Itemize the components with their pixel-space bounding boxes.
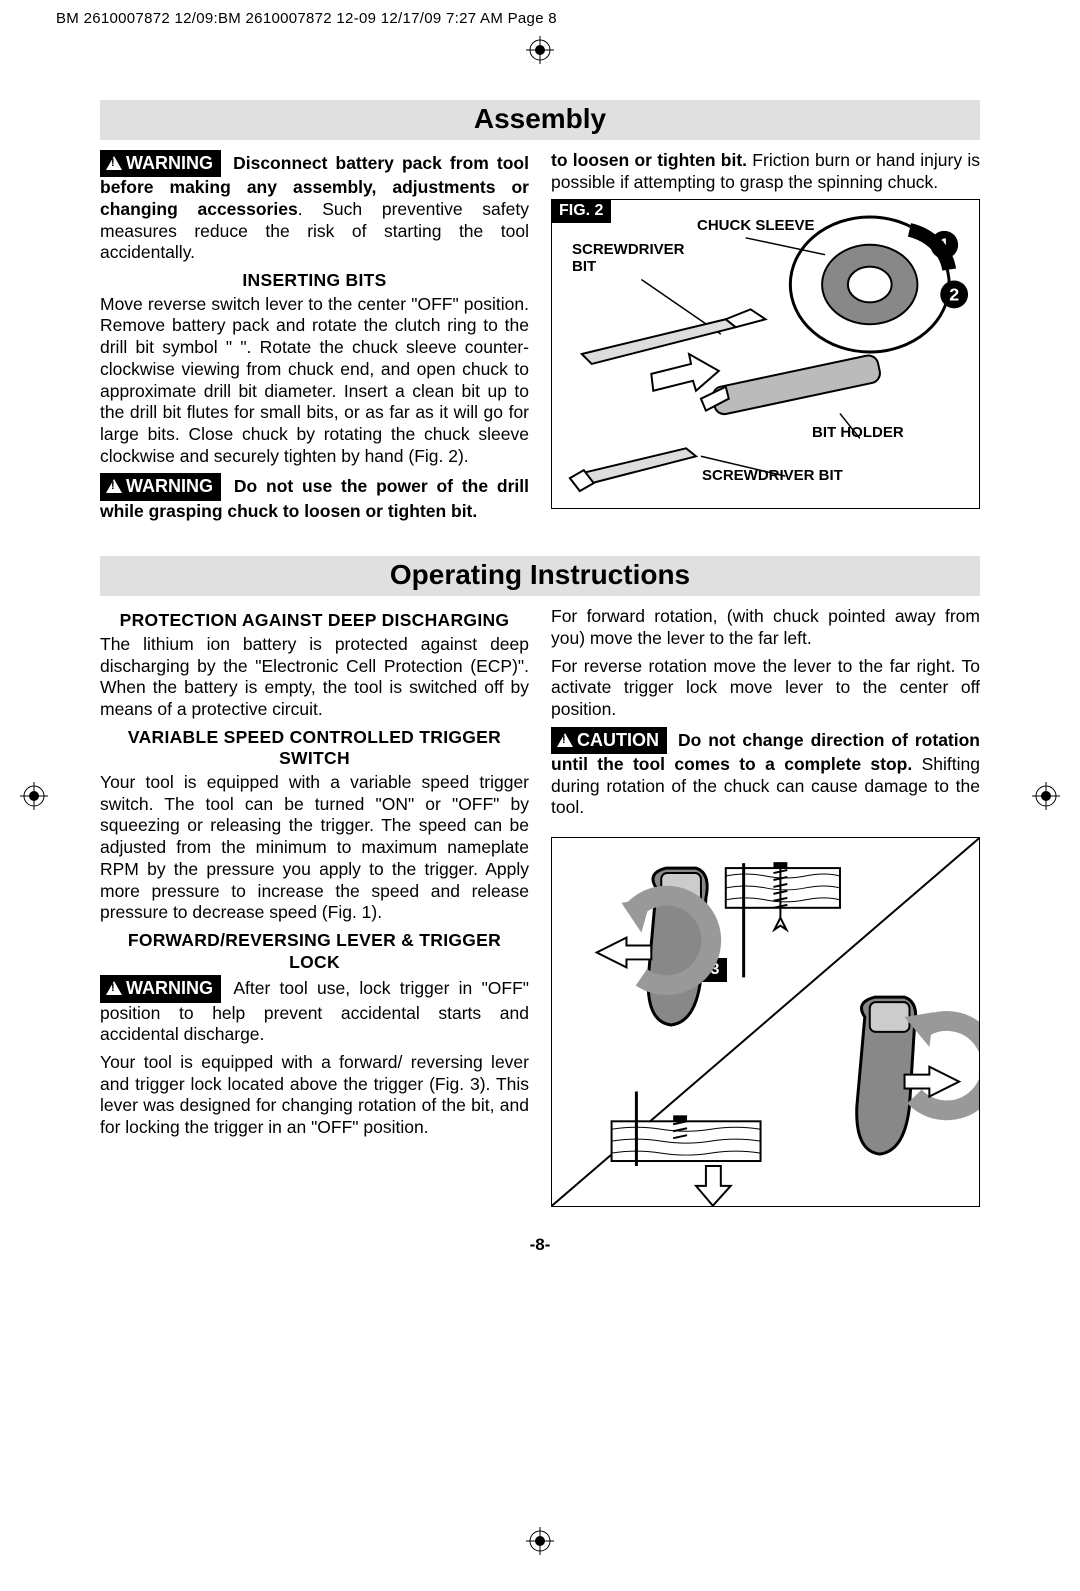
figure-2: FIG. 2 CHUCK SLEEVE SCREWDRIVERBIT BIT H… — [551, 199, 980, 509]
registration-mark-top — [526, 36, 554, 64]
warning-disconnect: WARNING Disconnect battery pack from too… — [100, 150, 529, 264]
para-trigger: Your tool is equipped with a variable sp… — [100, 772, 529, 924]
operating-col-left: PROTECTION AGAINST DEEP DISCHARGING The … — [100, 606, 529, 1207]
warning-icon — [106, 479, 122, 493]
warning-chuck-power: WARNING Do not use the power of the dril… — [100, 473, 529, 522]
warning-lock-trigger: WARNING After tool use, lock trigger in … — [100, 975, 529, 1046]
para-forward: For forward rotation, (with chuck pointe… — [551, 606, 980, 649]
page-number: -8- — [100, 1235, 980, 1255]
figure-3: FIG. 3 — [551, 837, 980, 1207]
page-content: Assembly WARNING Disconnect battery pack… — [100, 100, 980, 1255]
warning-badge: WARNING — [100, 150, 221, 177]
para-lever-desc: Your tool is equipped with a forward/ re… — [100, 1052, 529, 1139]
warning-badge: WARNING — [100, 473, 221, 500]
caution-badge: CAUTION — [551, 727, 667, 754]
heading-deep-discharge: PROTECTION AGAINST DEEP DISCHARGING — [100, 610, 529, 632]
heading-lever: FORWARD/REVERSING LEVER & TRIGGER LOCK — [100, 930, 529, 973]
para-inserting-bits: Move reverse switch lever to the center … — [100, 294, 529, 468]
registration-mark-right — [1032, 782, 1060, 810]
assembly-columns: WARNING Disconnect battery pack from too… — [100, 150, 980, 528]
registration-mark-left — [20, 782, 48, 810]
warning-icon — [106, 156, 122, 170]
caution-direction: CAUTION Do not change direction of rotat… — [551, 727, 980, 819]
assembly-col-right: Do not use the power of the drill while … — [551, 150, 980, 528]
operating-col-right: For forward rotation, (with chuck pointe… — [551, 606, 980, 1207]
figure-3-illustration — [552, 838, 979, 1206]
print-header: BM 2610007872 12/09:BM 2610007872 12-09 … — [56, 10, 557, 27]
section-assembly-bar: Assembly — [100, 100, 980, 140]
para-reverse: For reverse rotation move the lever to t… — [551, 656, 980, 721]
para-deep-discharge: The lithium ion battery is protected aga… — [100, 634, 529, 721]
registration-mark-bottom — [526, 1527, 554, 1555]
warning-badge: WARNING — [100, 975, 221, 1002]
warning-icon — [557, 733, 573, 747]
heading-inserting-bits: INSERTING BITS — [100, 270, 529, 292]
figure-2-illustration: 1 2 — [552, 200, 979, 508]
warning-icon — [106, 981, 122, 995]
section-operating-title: Operating Instructions — [100, 559, 980, 591]
section-operating-bar: Operating Instructions — [100, 556, 980, 596]
heading-trigger: VARIABLE SPEED CONTROLLED TRIGGER SWITCH — [100, 727, 529, 770]
operating-columns: PROTECTION AGAINST DEEP DISCHARGING The … — [100, 606, 980, 1207]
svg-text:2: 2 — [949, 285, 959, 305]
section-assembly-title: Assembly — [100, 103, 980, 135]
para-chuck-injury: Do not use the power of the drill while … — [551, 150, 980, 193]
assembly-col-left: WARNING Disconnect battery pack from too… — [100, 150, 529, 528]
